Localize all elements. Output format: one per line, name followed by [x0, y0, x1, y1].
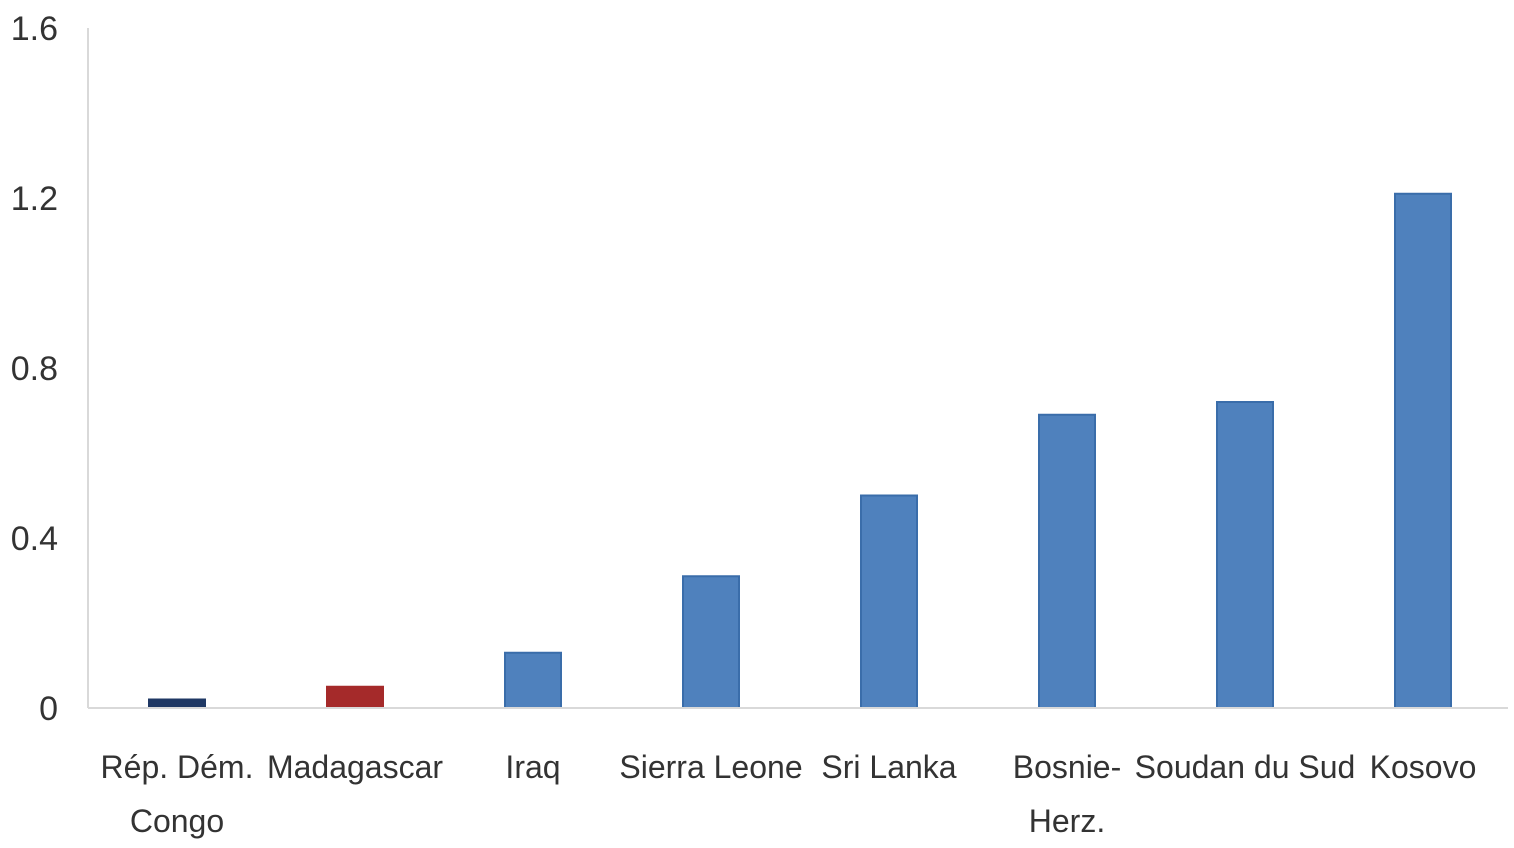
x-category-label: Rép. Dém. Congo: [101, 749, 254, 839]
x-category-label-line: Rép. Dém.: [101, 749, 254, 785]
x-category-label-line: Herz.: [1029, 803, 1105, 839]
bar: [1216, 401, 1274, 709]
x-category-label: Iraq: [505, 749, 560, 785]
bar: [326, 685, 384, 709]
x-category-label: Bosnie- Herz.: [1013, 749, 1122, 839]
x-category-label-line: Sri Lanka: [821, 749, 956, 785]
x-category-label: Kosovo: [1370, 749, 1477, 785]
y-tick-label: 1.2: [11, 180, 58, 218]
x-category-label: Sierra Leone: [619, 749, 802, 785]
y-axis-tick-labels: 0 0.4 0.8 1.2 1.6: [11, 10, 58, 728]
x-category-label: Madagascar: [267, 749, 443, 785]
bar-series: [148, 192, 1452, 709]
x-category-label-line: Madagascar: [267, 749, 443, 785]
y-tick-label: 1.6: [11, 10, 58, 48]
bar: [682, 575, 740, 709]
y-tick-label: 0.8: [11, 350, 58, 388]
x-category-label-line: Kosovo: [1370, 749, 1477, 785]
bar: [504, 651, 562, 709]
bar: [1394, 192, 1452, 709]
x-category-label-line: Bosnie-: [1013, 749, 1122, 785]
axes: [87, 28, 1508, 709]
x-category-label-line: Sierra Leone: [619, 749, 802, 785]
x-category-label: Soudan du Sud: [1135, 749, 1356, 785]
y-tick-label: 0.4: [11, 520, 58, 558]
x-category-label: Sri Lanka: [821, 749, 956, 785]
bar: [1038, 413, 1096, 709]
bar: [148, 698, 206, 709]
x-category-label-line: Soudan du Sud: [1135, 749, 1356, 785]
y-tick-label: 0: [39, 690, 58, 728]
x-category-label-line: Iraq: [505, 749, 560, 785]
x-axis-category-labels: Rép. Dém. Congo Madagascar Iraq Sierra Leone…: [101, 749, 1477, 839]
x-category-label-line: Congo: [130, 803, 224, 839]
bar: [860, 494, 918, 709]
